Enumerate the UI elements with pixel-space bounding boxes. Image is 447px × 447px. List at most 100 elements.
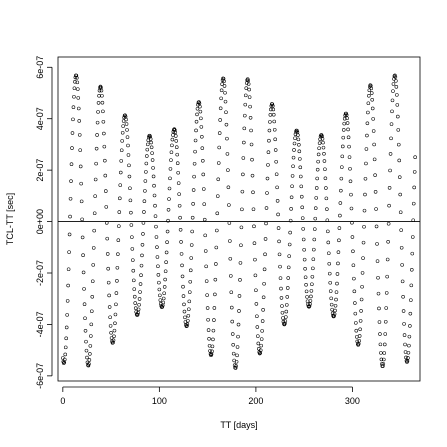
data-point [164, 260, 168, 264]
data-point [238, 278, 242, 282]
data-point [315, 167, 320, 172]
data-point [226, 185, 231, 190]
data-point [339, 176, 344, 181]
data-point [335, 272, 340, 276]
data-point [129, 210, 133, 215]
data-point [281, 316, 285, 320]
data-point [297, 149, 302, 154]
data-point [409, 298, 413, 302]
data-point [181, 294, 186, 298]
data-point [94, 146, 99, 151]
data-point [254, 288, 258, 293]
data-point [308, 302, 312, 306]
data-point [214, 245, 219, 250]
data-point [68, 196, 73, 201]
data-point [328, 281, 332, 285]
data-point [143, 189, 147, 193]
data-point [93, 177, 98, 182]
data-point [289, 207, 293, 211]
data-point [340, 154, 345, 159]
data-point [316, 159, 320, 164]
data-point [262, 267, 267, 272]
data-point [137, 297, 142, 301]
data-point [188, 268, 193, 273]
data-point [261, 295, 266, 300]
data-point [224, 110, 228, 115]
data-point [265, 191, 269, 195]
data-point [95, 120, 100, 125]
data-point [211, 328, 216, 333]
data-point [339, 188, 343, 193]
data-point [291, 164, 295, 169]
data-point [132, 294, 137, 299]
data-point [313, 227, 317, 231]
data-point [148, 134, 152, 139]
data-point [406, 350, 411, 355]
data-point [210, 349, 214, 354]
data-point [310, 274, 315, 279]
data-point [101, 109, 105, 114]
data-point [130, 247, 135, 251]
data-point [144, 170, 148, 174]
data-point [136, 310, 140, 315]
data-point [137, 302, 141, 307]
data-point [88, 344, 93, 348]
data-point [403, 350, 408, 354]
data-point [131, 268, 136, 273]
data-point [322, 159, 327, 163]
data-point [364, 147, 369, 151]
data-point [206, 328, 211, 332]
data-point [346, 127, 350, 132]
data-point [317, 146, 321, 151]
data-point [229, 290, 234, 295]
data-point [396, 142, 401, 147]
data-point [105, 252, 110, 256]
data-point [351, 263, 356, 268]
y-tick-label: 0e+00 [35, 209, 45, 234]
data-point [280, 304, 284, 308]
data-point [308, 299, 313, 303]
data-point [235, 353, 239, 358]
data-point [198, 104, 202, 109]
data-point [305, 295, 309, 299]
data-point [203, 249, 208, 253]
data-point [325, 218, 330, 222]
data-point [283, 321, 287, 326]
data-point [185, 324, 189, 328]
data-point [251, 190, 255, 195]
data-point [301, 237, 306, 242]
data-point [86, 363, 91, 368]
data-point [182, 302, 186, 307]
data-point [176, 181, 181, 185]
data-point [365, 121, 370, 126]
x-tick-label: 100 [152, 396, 167, 406]
data-point [216, 177, 221, 182]
data-point [384, 291, 389, 295]
plot-area-frame [57, 56, 421, 382]
data-point [303, 275, 308, 280]
data-point [386, 240, 390, 244]
data-point [222, 84, 227, 88]
data-point [354, 335, 359, 339]
data-point [207, 343, 212, 348]
data-point [63, 352, 68, 357]
data-point [334, 290, 339, 294]
data-point [226, 168, 230, 172]
data-point [108, 324, 113, 328]
data-point [117, 210, 122, 214]
data-point [347, 144, 351, 149]
data-point [276, 212, 280, 217]
data-point [260, 319, 265, 323]
data-point [354, 328, 359, 333]
data-point [343, 113, 347, 118]
data-point [80, 235, 85, 240]
data-point [152, 193, 157, 198]
data-point [304, 283, 308, 287]
data-point [360, 271, 365, 275]
data-point [292, 148, 296, 152]
data-point [93, 194, 97, 198]
data-point [253, 257, 257, 262]
data-point [269, 104, 274, 108]
data-point [376, 275, 380, 280]
